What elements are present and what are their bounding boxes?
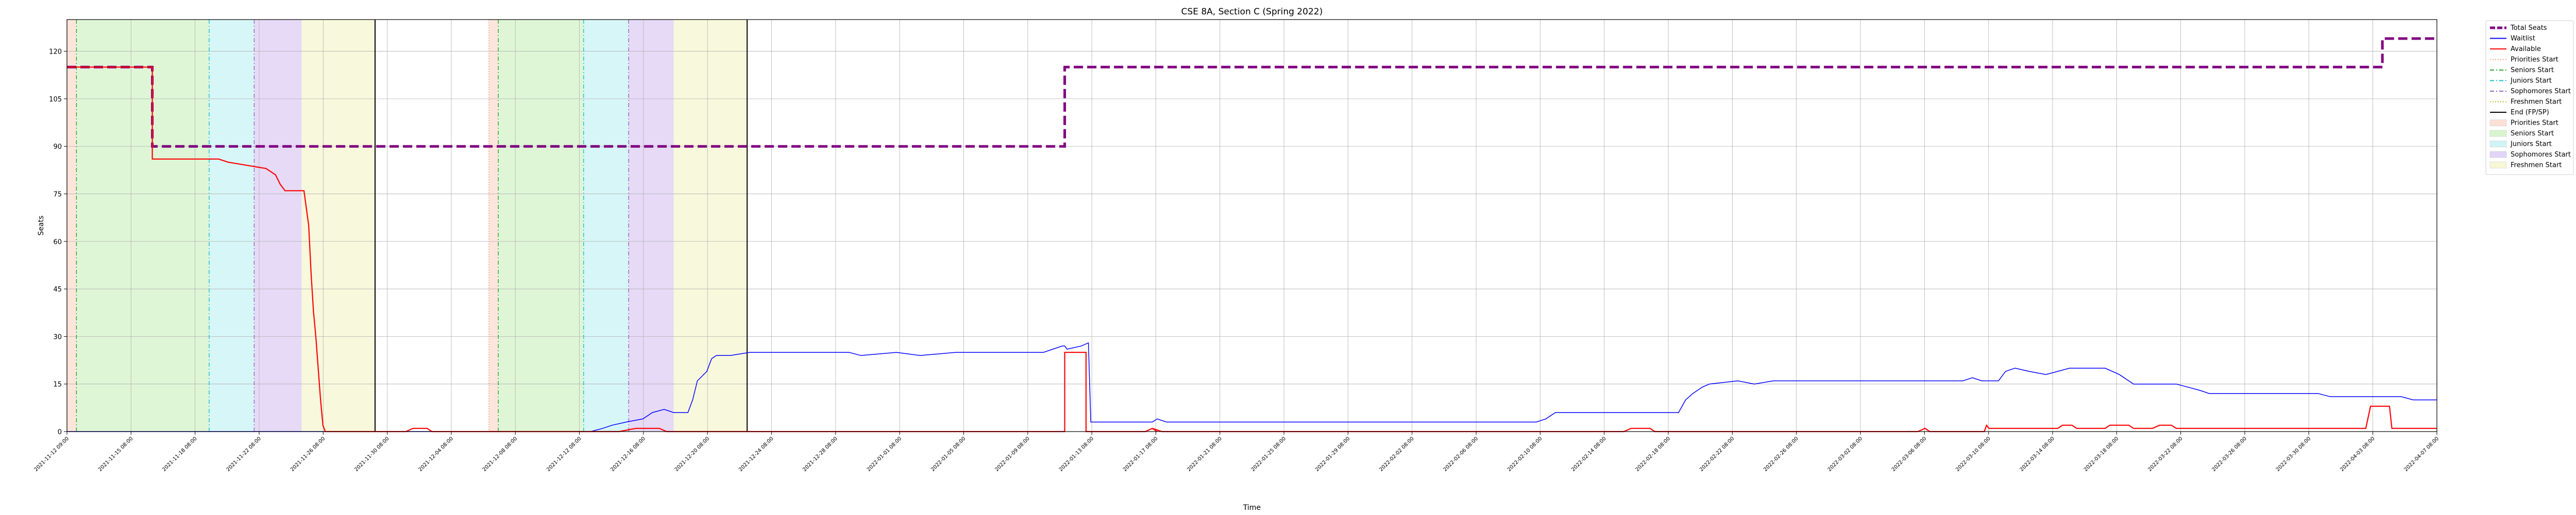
legend-swatch (2489, 141, 2507, 147)
x-tick-label: 2022-02-02 08:00 (1378, 436, 1415, 473)
legend-label: Priorities Start (2511, 56, 2558, 64)
x-tick-label: 2022-01-29 08:00 (1314, 436, 1351, 473)
period-band (209, 20, 255, 432)
period-band (629, 20, 674, 432)
y-tick-label: 45 (53, 286, 62, 294)
legend-label: Freshmen Start (2511, 162, 2562, 169)
x-tick-label: 2022-03-10 08:00 (1955, 436, 1992, 473)
x-tick-label: 2022-01-01 08:00 (866, 436, 903, 473)
x-tick-label: 2022-02-10 08:00 (1506, 436, 1544, 473)
legend-swatch (2489, 130, 2507, 137)
period-band (488, 20, 499, 432)
y-tick-label: 120 (49, 48, 62, 56)
x-tick-label: 2022-04-07 08:00 (2403, 436, 2441, 473)
period-band (67, 20, 77, 432)
y-axis: 0 15 30 45 60 75 90 105 120 (49, 48, 67, 436)
period-band (583, 20, 629, 432)
x-tick-label: 2022-01-17 08:00 (1122, 436, 1159, 473)
y-tick-label: 15 (53, 381, 62, 389)
y-tick-label: 30 (53, 333, 62, 341)
x-tick-label: 2021-11-15 08:00 (97, 436, 134, 473)
x-tick-label: 2021-12-04 08:00 (418, 436, 455, 473)
legend: Total Seats Waitlist Available Priorities S… (2485, 20, 2574, 175)
y-axis-label: Seats (37, 216, 45, 236)
legend-label: Seniors Start (2511, 130, 2554, 138)
x-tick-label: 2022-02-06 08:00 (1443, 436, 1480, 473)
x-tick-label: 2022-01-13 08:00 (1058, 436, 1095, 473)
x-tick-label: 2021-11-12 09:00 (33, 436, 71, 473)
legend-label: Sophomores Start (2511, 88, 2571, 95)
legend-label: Sophomores Start (2511, 151, 2571, 159)
x-axis: 2021-11-12 09:00 2021-11-15 08:00 2021-11-… (33, 432, 2441, 473)
x-tick-label: 2022-03-18 08:00 (2083, 436, 2120, 473)
x-tick-label: 2021-12-20 08:00 (674, 436, 711, 473)
period-band (254, 20, 302, 432)
x-tick-label: 2021-12-16 08:00 (610, 436, 647, 473)
series-line-total-seats (67, 37, 2437, 148)
x-tick-label: 2022-03-30 08:00 (2275, 436, 2312, 473)
x-tick-label: 2022-01-21 08:00 (1186, 436, 1223, 473)
x-tick-label: 2022-04-03 08:00 (2339, 436, 2376, 473)
x-tick-label: 2022-02-22 08:00 (1699, 436, 1736, 473)
grid (66, 20, 2437, 432)
legend-label: Total Seats (2510, 24, 2547, 32)
legend-label: Available (2511, 45, 2541, 53)
x-tick-label: 2022-01-05 08:00 (930, 436, 967, 473)
legend-label: Freshmen Start (2511, 98, 2562, 106)
x-tick-label: 2021-11-22 08:00 (226, 436, 263, 473)
legend-label: End (FP/SP) (2511, 109, 2549, 116)
legend-label: Juniors Start (2510, 141, 2552, 148)
y-tick-label: 0 (58, 428, 62, 436)
legend-label: Waitlist (2511, 35, 2535, 43)
x-tick-label: 2022-02-14 08:00 (1570, 436, 1607, 473)
y-tick-label: 75 (53, 191, 62, 198)
x-tick-label: 2022-02-18 08:00 (1635, 436, 1672, 473)
x-tick-label: 2022-01-09 08:00 (994, 436, 1031, 473)
legend-label: Seniors Start (2511, 66, 2554, 74)
plot-frame (66, 19, 2437, 432)
series (67, 37, 2437, 433)
period-band (498, 20, 584, 432)
x-tick-label: 2022-03-06 08:00 (1891, 436, 1928, 473)
x-tick-label: 2021-11-26 08:00 (290, 436, 327, 473)
x-tick-label: 2022-01-25 08:00 (1250, 436, 1287, 473)
y-tick-label: 60 (53, 238, 62, 246)
x-tick-label: 2022-02-26 08:00 (1762, 436, 1800, 473)
legend-label: Priorities Start (2511, 119, 2558, 127)
x-tick-label: 2021-12-24 08:00 (738, 436, 775, 473)
period-band (673, 20, 748, 432)
period-bands (67, 20, 748, 432)
period-band (76, 20, 209, 432)
series-line-available (67, 66, 2437, 433)
x-tick-label: 2022-03-02 08:00 (1827, 436, 1864, 473)
x-tick-label: 2021-12-28 08:00 (802, 436, 839, 473)
legend-frame (2485, 20, 2574, 175)
x-tick-label: 2022-03-22 08:00 (2147, 436, 2184, 473)
x-tick-label: 2021-12-08 08:00 (482, 436, 519, 473)
y-tick-label: 90 (53, 143, 62, 151)
x-tick-label: 2022-03-14 08:00 (2019, 436, 2056, 473)
legend-swatch (2489, 151, 2507, 158)
legend-swatch (2489, 119, 2507, 126)
legend-swatch (2489, 162, 2507, 168)
x-tick-label: 2021-12-12 08:00 (546, 436, 583, 473)
x-axis-label: Time (1243, 504, 1261, 512)
period-band (301, 20, 375, 432)
x-tick-label: 2021-11-30 08:00 (353, 436, 391, 473)
chart-title: CSE 8A, Section C (Spring 2022) (1181, 7, 1323, 17)
y-tick-label: 105 (49, 96, 62, 104)
series-line-waitlist (67, 342, 2437, 432)
x-tick-label: 2021-11-18 08:00 (161, 436, 198, 473)
x-tick-label: 2022-03-26 08:00 (2211, 436, 2248, 473)
legend-label: Juniors Start (2510, 77, 2552, 85)
